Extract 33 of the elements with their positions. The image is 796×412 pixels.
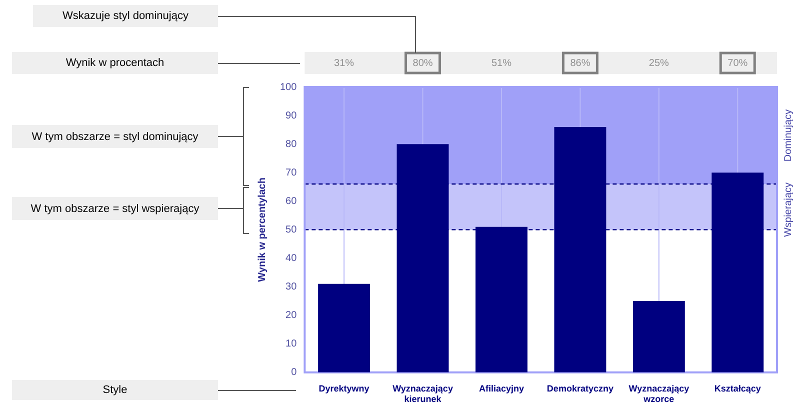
y-tick-label: 80 [286, 138, 298, 150]
y-tick-label: 90 [286, 110, 298, 122]
y-axis-title: Wynik w percentylach [256, 178, 268, 282]
x-tick-label: Dyrektywny [318, 383, 370, 394]
y-tick-label: 30 [286, 282, 298, 293]
x-tick-label: Afiliacyjny [478, 383, 524, 394]
data-label: 25% [648, 58, 670, 69]
data-label: 51% [491, 58, 512, 69]
text: Wynik w procentach [12, 52, 218, 74]
x-tick-label: Kształcący [714, 383, 761, 394]
x-tick-label: Wyznaczający kierunek [392, 383, 453, 404]
x-tick-label: Demokratyczny [546, 383, 614, 394]
bar [632, 301, 685, 372]
data-label: 31% [334, 58, 354, 69]
text: W tym obszarze = styl dominujący [12, 125, 218, 148]
y-tick-label: 60 [286, 196, 298, 207]
data-label: 80% [412, 58, 433, 69]
band-label: Dominujący [782, 109, 794, 162]
data-label: 86% [570, 58, 590, 69]
text: W tym obszarze = styl wspierający [12, 197, 218, 220]
y-tick-label: 20 [286, 310, 298, 322]
y-tick-label: 40 [286, 252, 298, 264]
bar [318, 284, 370, 372]
y-tick-label: 70 [286, 167, 298, 178]
y-tick-label: 10 [286, 338, 298, 350]
y-tick-label: 0 [291, 367, 298, 378]
data-label: 70% [728, 58, 748, 69]
y-tick-label: 50 [286, 224, 298, 236]
x-tick-label: Wyznaczający wzorce [628, 383, 690, 404]
text: Style [12, 380, 218, 400]
y-tick-label: 100 [280, 82, 298, 93]
text: Wskazuje styl dominujący [33, 5, 218, 27]
band-label: Wspierający [782, 182, 794, 237]
